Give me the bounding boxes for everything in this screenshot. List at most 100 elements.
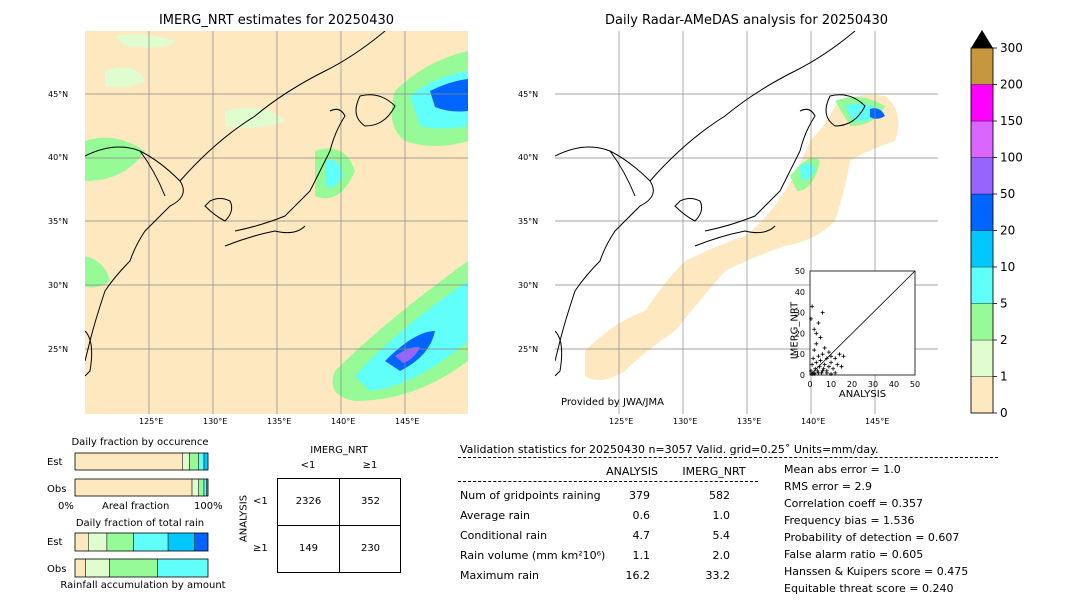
scatter-ytick-label: 40 [795,288,805,297]
stacked-bar-segment [198,478,205,497]
scatter-point [821,366,826,371]
scatter-point [820,310,825,315]
score-line: Mean abs error = 1.0 [784,463,901,476]
left-lon-label: 140°E [331,417,356,426]
right-lat-label: 40°N [518,153,539,162]
scatter-point [816,354,821,359]
colorbar-tick-label: 150 [1000,114,1023,128]
colorbar-tick-label: 5 [1000,297,1008,311]
stacked-bar-segment [133,532,169,552]
scatter-point [829,354,833,359]
scatter-point [837,352,842,357]
scatter-point [816,321,821,325]
scatter-point [814,360,819,365]
validation-imerg-value: 2.0 [712,549,731,562]
stacked-bar-segment [74,478,193,497]
colorbar-tick-label: 10 [1000,260,1015,274]
colorbar-tick-label: 300 [1000,41,1023,55]
scatter-inset: 0 10 20 30 40 50 0 10 20 30 40 50 [795,267,920,389]
colorbar-swatch [970,47,994,85]
left-lon-label: 135°E [267,417,292,426]
scatter-point [839,364,844,369]
stacked-bar-segment [85,558,110,578]
scatter-point [812,327,817,332]
total-rain-axis-label: Rainfall accumulation by amount [60,580,226,591]
scatter-point [812,348,817,353]
stacked-bar-segment [74,452,183,471]
total-rain-title: Daily fraction of total rain [75,518,205,529]
validation-imerg-value: 5.4 [712,529,731,542]
provided-by-label: Provided by JWA/JMA [561,397,664,408]
scatter-ytick-label: 50 [795,267,805,276]
contingency-col-header: IMERG_NRT [310,445,368,456]
validation-row: Average rain [460,509,530,522]
scatter-xtick-label: 0 [807,380,812,389]
validation-col-analysis: ANALYSIS [606,465,658,478]
scatter-point [829,371,833,376]
stacked-bar-segment [189,452,199,471]
stacked-bar-segment [167,532,195,552]
right-lon-label: 135°E [737,417,762,426]
scatter-xtick-label: 50 [910,380,920,389]
stacked-bar-segment [198,452,205,471]
stacked-bar-segment [203,478,207,497]
scatter-point [812,371,817,376]
validation-imerg-value: 33.2 [705,569,731,582]
scatter-point [833,370,838,375]
right-coverage-area [585,94,899,380]
stacked-bar-segment [191,478,199,497]
colorbar: 0 1 2 5 10 20 50 100 150 200 300 [970,30,1023,420]
scatter-point [814,331,819,336]
scatter-point [824,356,829,361]
stacked-bar-segment [194,532,209,552]
validation-row: Rain volume (mm km²10⁶) [460,549,606,562]
stacked-bar-segment [203,452,209,471]
score-line: Probability of detection = 0.607 [784,531,960,544]
left-coastlines [85,31,396,377]
scatter-point [816,370,821,375]
stacked-bar-segment [157,558,209,578]
colorbar-swatch [970,303,994,341]
left-lon-label: 145°E [395,417,420,426]
scatter-point [810,304,815,309]
contingency-cell: 149 [298,543,319,554]
validation-imerg-value: 1.0 [712,509,731,522]
validation-analysis-value: 16.2 [625,569,651,582]
scatter-point [818,358,823,363]
scatter-point [826,350,831,355]
scatter-xtick-label: 10 [826,380,836,389]
contingency-grid: 2326 352 149 230 [277,478,401,573]
colorbar-tick-label: 2 [1000,333,1008,347]
right-map-title: Daily Radar-AMeDAS analysis for 20250430 [605,13,888,28]
scatter-point [817,364,822,369]
scatter-point [829,360,833,365]
validation-divider [458,457,998,458]
right-lat-label: 45°N [518,90,539,99]
scatter-xtick-label: 40 [889,380,899,389]
colorbar-swatch [970,120,994,158]
scatter-point [824,370,829,375]
validation-imerg-value: 582 [709,489,730,502]
occurrence-est-label: Est [47,457,63,468]
left-grid [85,31,468,414]
colorbar-tick-label: 200 [1000,78,1023,92]
left-lon-label: 125°E [139,417,164,426]
occurrence-obs-label: Obs [47,484,67,495]
colorbar-tick-label: 50 [1000,187,1015,201]
colorbar-swatch [970,157,994,195]
occurrence-title: Daily fraction by occurence [71,437,209,448]
score-line: Hanssen & Kuipers score = 0.475 [784,565,969,578]
left-lat-label: 25°N [48,345,69,354]
colorbar-swatch [970,266,994,304]
stacked-bar-segment [109,558,158,578]
occurrence-axis-mid: Areal fraction [102,501,170,512]
scatter-point [822,345,827,350]
scatter-point [826,364,831,369]
left-lat-label: 35°N [48,217,69,226]
scatter-point [831,366,836,371]
validation-subdivider [458,481,758,482]
colorbar-swatch [970,193,994,231]
left-map [85,31,468,414]
validation-row: Maximum rain [460,569,539,582]
contingency-col-ge1: ≥1 [362,460,378,471]
